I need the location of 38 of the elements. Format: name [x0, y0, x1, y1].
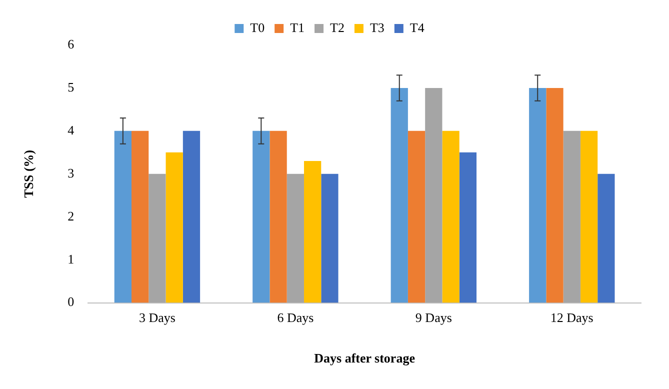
x-tick-label: 6 Days	[277, 310, 314, 326]
bar	[321, 174, 338, 303]
bar	[148, 174, 166, 303]
y-tick-label: 3	[68, 165, 74, 180]
bar	[166, 152, 183, 303]
bar	[580, 130, 598, 303]
x-axis-title: Days after storage	[314, 350, 416, 366]
bar	[598, 174, 615, 303]
y-tick-label: 0	[68, 294, 74, 310]
y-tick-label: 1	[68, 251, 74, 266]
bar	[286, 174, 304, 303]
bar	[114, 130, 132, 303]
bar	[182, 130, 200, 303]
bar	[425, 88, 442, 303]
legend-label: T0	[250, 20, 265, 35]
bar	[546, 88, 564, 303]
bar	[563, 130, 580, 303]
bar	[408, 130, 426, 303]
legend-label: T1	[290, 20, 305, 35]
bar	[529, 88, 546, 303]
bar	[304, 161, 322, 303]
bar	[459, 152, 477, 303]
x-tick-label: 3 Days	[138, 310, 176, 326]
bar	[442, 130, 460, 303]
legend-label: T4	[410, 20, 425, 35]
y-tick-label: 4	[68, 122, 75, 138]
bar	[252, 130, 270, 303]
legend-label: T2	[330, 20, 344, 35]
y-tick-label: 5	[68, 79, 74, 94]
y-tick-label: 6	[68, 36, 75, 52]
bar	[390, 88, 408, 303]
bar	[132, 130, 149, 303]
legend-label: T3	[370, 20, 384, 35]
y-tick-label: 2	[68, 208, 74, 224]
x-tick-label: 9 Days	[415, 310, 452, 326]
y-axis-title: TSS (%)	[21, 150, 36, 198]
x-tick-label: 12 Days	[550, 310, 594, 326]
bar	[270, 130, 287, 303]
